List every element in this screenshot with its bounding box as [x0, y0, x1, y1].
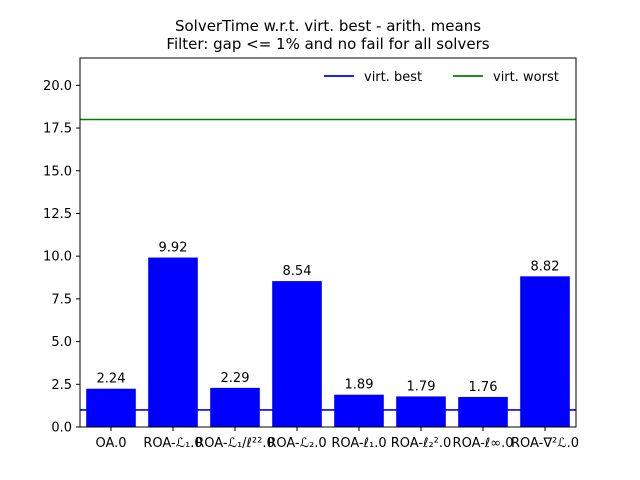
bar-1	[148, 257, 198, 427]
plot-area: 2.24 9.92 2.29 8.54 1.89 1.79 1.76 8.82 0.0 2.5 5.…	[43, 57, 579, 451]
plot-frame	[79, 57, 577, 428]
bar-6	[458, 396, 508, 427]
bar-value-label-3: 8.54	[283, 264, 312, 279]
bar-value-label-7: 8.82	[531, 259, 560, 274]
x-tick-label-3: ROA-ℒ₂.0	[267, 436, 326, 451]
x-tick-label-7: ROA-∇²ℒ.0	[511, 436, 579, 451]
y-tick-label-8: 20.0	[43, 79, 72, 94]
chart-subtitle: Filter: gap <= 1% and no fail for all so…	[166, 35, 489, 53]
y-tick-label-0: 0.0	[51, 421, 72, 436]
bar-value-label-2: 2.29	[221, 371, 250, 386]
y-tick-label-6: 15.0	[43, 164, 72, 179]
y-tick-label-3: 7.5	[51, 292, 72, 307]
y-tick-label-1: 2.5	[51, 378, 72, 393]
bar-4	[334, 394, 384, 427]
chart-title: SolverTime w.r.t. virt. best - arith. me…	[175, 17, 481, 35]
bar-0	[86, 388, 136, 427]
bar-value-label-5: 1.79	[407, 379, 436, 394]
bar-3	[272, 281, 322, 427]
bar-2	[210, 387, 260, 427]
legend-label-0: virt. best	[364, 70, 422, 85]
x-tick-label-2: ROA-ℒ₁/ℓ²².0	[195, 436, 275, 451]
y-tick-label-7: 17.5	[43, 122, 72, 137]
bar-5	[396, 396, 446, 427]
y-tick-label-2: 5.0	[51, 335, 72, 350]
bar-7	[520, 276, 570, 427]
bar-value-label-6: 1.76	[469, 380, 498, 395]
x-tick-label-5: ROA-ℓ₂².0	[391, 436, 452, 451]
y-tick-label-4: 10.0	[43, 250, 72, 265]
bar-value-label-0: 2.24	[97, 372, 126, 387]
y-tick-label-5: 12.5	[43, 207, 72, 222]
x-tick-label-0: OA.0	[95, 436, 126, 451]
x-tick-label-1: ROA-ℒ₁.0	[143, 436, 202, 451]
legend-label-1: virt. worst	[493, 70, 559, 85]
bar-value-label-1: 9.92	[159, 241, 188, 256]
x-tick-label-6: ROA-ℓ∞.0	[453, 436, 514, 451]
x-tick-label-4: ROA-ℓ₁.0	[331, 436, 386, 451]
bar-value-label-4: 1.89	[345, 378, 374, 393]
